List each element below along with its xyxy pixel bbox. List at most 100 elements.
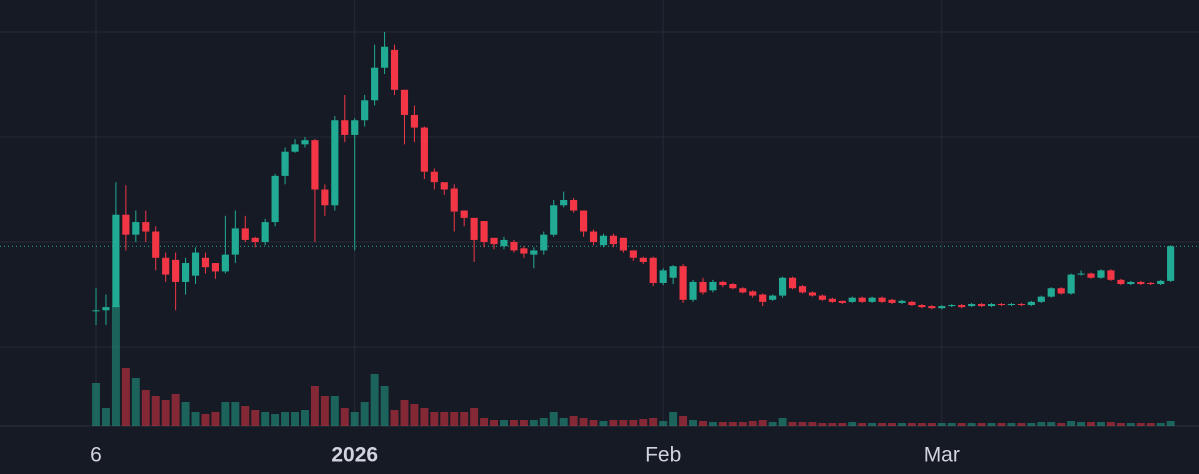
- volume-bar: [599, 421, 608, 426]
- candle-body: [1087, 273, 1095, 278]
- candle-body: [570, 200, 578, 211]
- candle-body: [132, 222, 140, 235]
- volume-bar: [300, 410, 309, 426]
- candle-body: [689, 281, 697, 300]
- candle-body: [858, 297, 866, 302]
- candle-body: [410, 114, 419, 128]
- volume-bar: [191, 412, 200, 426]
- volume-bar: [101, 408, 110, 426]
- volume-bar: [699, 421, 707, 426]
- candle-body: [759, 294, 767, 302]
- volume-bar: [310, 386, 319, 426]
- candle-body: [948, 305, 956, 307]
- candle-body: [440, 182, 448, 190]
- volume-bar: [868, 423, 877, 426]
- volume-bar: [718, 422, 727, 426]
- candle-body: [938, 306, 946, 309]
- volume-bar: [430, 412, 439, 426]
- volume-bar: [360, 402, 369, 426]
- x-tick-label: 2026: [331, 444, 378, 467]
- volume-bar: [1116, 423, 1125, 426]
- candle-body: [699, 281, 707, 293]
- volume-bar: [171, 394, 180, 426]
- candle-body: [142, 222, 150, 232]
- candle-body: [838, 300, 846, 303]
- candle-body: [351, 120, 359, 135]
- candle-body: [380, 46, 389, 68]
- candle-body: [540, 234, 548, 251]
- candle-body: [1057, 288, 1065, 294]
- volume-bar: [410, 404, 419, 426]
- volume-bar: [1097, 422, 1105, 426]
- candle-body: [331, 120, 339, 206]
- volume-bar: [1166, 421, 1175, 426]
- candle-body: [510, 242, 518, 251]
- volume-bar: [549, 412, 558, 426]
- candle-body: [261, 222, 269, 243]
- volume-bar: [798, 422, 807, 426]
- candle-body: [550, 205, 558, 235]
- candle-body: [211, 263, 220, 272]
- candle-body: [221, 254, 229, 272]
- candle-body: [788, 277, 797, 289]
- x-tick-label: Feb: [645, 444, 681, 467]
- volume-bar: [679, 416, 688, 426]
- volume-bar: [111, 305, 120, 426]
- volume-bar: [559, 418, 568, 426]
- candle-body: [987, 303, 996, 307]
- candle-body: [997, 303, 1006, 306]
- candle-body: [808, 292, 817, 296]
- candle-body: [420, 127, 428, 172]
- volume-bar: [619, 420, 628, 426]
- candle-body: [729, 284, 737, 289]
- volume-bar: [838, 423, 847, 426]
- volume-bar: [241, 406, 250, 426]
- volume-bar: [1007, 423, 1016, 426]
- volume-bar: [788, 422, 797, 426]
- volume-bar: [1047, 422, 1056, 426]
- volume-bar: [937, 423, 946, 426]
- volume-bar: [92, 383, 100, 426]
- candle-body: [978, 303, 986, 307]
- volume-bar: [569, 416, 578, 426]
- volume-bar: [470, 408, 479, 426]
- volume-bar: [967, 423, 976, 426]
- candle-body: [1127, 281, 1135, 285]
- volume-bar: [1136, 423, 1145, 426]
- volume-bar: [400, 400, 409, 426]
- volume-bar: [957, 423, 966, 426]
- volume-bar: [947, 423, 956, 426]
- candle-body: [1147, 282, 1155, 285]
- volume-bar: [370, 374, 379, 426]
- volume-bar: [261, 412, 270, 426]
- volume-bar: [818, 423, 827, 426]
- volume-bar: [629, 420, 638, 426]
- candle-body: [450, 188, 458, 212]
- volume-bar: [708, 422, 717, 426]
- candle-body: [599, 235, 608, 246]
- candle-body: [152, 231, 160, 258]
- candle-body: [828, 298, 836, 302]
- candle-body: [301, 140, 309, 145]
- candle-body: [500, 239, 508, 247]
- volume-bar: [1106, 422, 1115, 426]
- candle-body: [1167, 246, 1175, 281]
- candle-body: [1117, 279, 1125, 285]
- volume-bar: [131, 378, 140, 426]
- candle-body: [1067, 274, 1075, 294]
- volume-bar: [271, 414, 280, 426]
- candle-body: [918, 305, 926, 308]
- volume-bar: [669, 412, 678, 426]
- volume-bar: [221, 402, 230, 426]
- volume-bar: [659, 421, 668, 426]
- volume-bar: [291, 412, 300, 426]
- volume-bar: [1156, 423, 1165, 426]
- candle-body: [92, 310, 100, 312]
- candle-body: [1137, 281, 1145, 285]
- volume-bar: [778, 418, 787, 426]
- candle-body: [1037, 296, 1045, 302]
- candle-body: [400, 89, 409, 115]
- candle-body: [609, 235, 618, 245]
